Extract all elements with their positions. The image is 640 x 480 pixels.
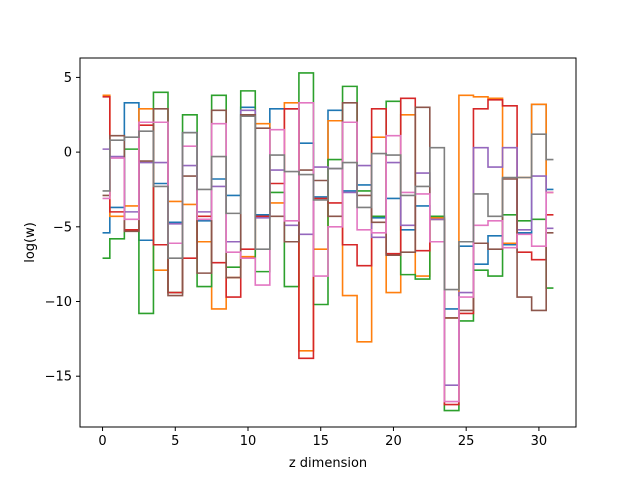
x-tick-label: 25 xyxy=(458,434,475,449)
y-axis: −15 −10 −5 0 5 xyxy=(45,71,80,385)
y-tick-label: −5 xyxy=(53,220,72,235)
y-tick-label: −15 xyxy=(45,370,72,385)
x-axis-label: z dimension xyxy=(289,456,367,471)
x-axis: 0 5 10 15 20 25 30 xyxy=(98,427,547,449)
y-axis-label: log(w) xyxy=(23,222,38,263)
series-line-1 xyxy=(102,102,554,310)
y-tick-label: 0 xyxy=(64,146,72,161)
y-tick-label: −10 xyxy=(45,295,72,310)
x-tick-label: 10 xyxy=(240,434,257,449)
x-tick-label: 20 xyxy=(385,434,402,449)
x-tick-label: 15 xyxy=(312,434,329,449)
x-tick-label: 30 xyxy=(531,434,548,449)
plot-frame xyxy=(79,57,577,428)
series-layer xyxy=(102,72,554,412)
x-tick-label: 0 xyxy=(98,434,106,449)
series-line-8 xyxy=(102,115,554,291)
y-tick-label: 5 xyxy=(64,71,72,86)
x-tick-label: 5 xyxy=(171,434,179,449)
